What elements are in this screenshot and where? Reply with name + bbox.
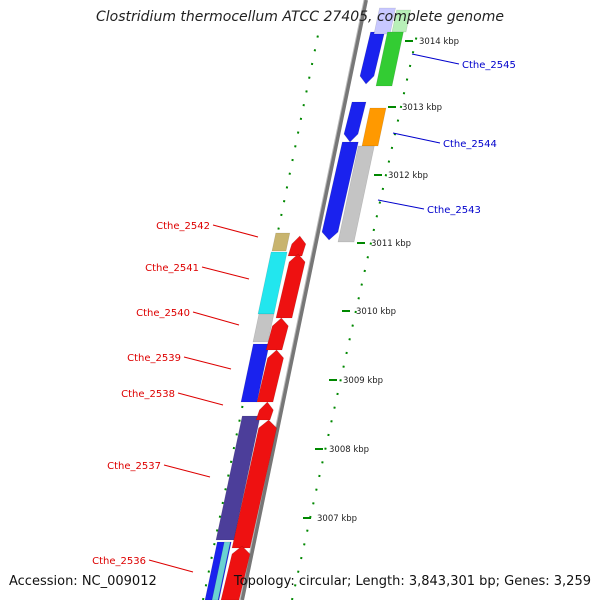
gene-label-left[interactable]: Cthe_2541 (145, 263, 199, 274)
gene-label-left[interactable]: Cthe_2542 (156, 221, 210, 232)
gene-label-layer: Cthe_2542 Cthe_2541 Cthe_2540 Cthe_2539 Cthe… (92, 53, 516, 573)
gene-label-left[interactable]: Cthe_2539 (127, 353, 181, 364)
kbp-tick-label: 3012 kbp (388, 171, 428, 181)
feature-2539-b[interactable] (256, 349, 284, 403)
gene-label-leader (192, 311, 240, 326)
genome-backbone-highlight (239, 0, 365, 601)
gene-label-leader (377, 199, 425, 210)
gene-label-leader (392, 132, 441, 144)
gene-label-right[interactable]: Cthe_2543 (427, 205, 481, 216)
gene-label-left[interactable]: Cthe_2538 (121, 389, 175, 400)
gene-label-leader (411, 53, 460, 65)
kbp-tick-label: 3007 kbp (317, 514, 357, 524)
feature-layer (204, 7, 412, 601)
genome-summary-text: Topology: circular; Length: 3,843,301 bp… (233, 574, 591, 589)
feature-2541-a[interactable] (257, 251, 288, 315)
map-title: Clostridium thermocellum ATCC 27405, com… (96, 9, 504, 25)
gene-label-leader (148, 559, 194, 573)
feature-2545-c[interactable] (391, 9, 412, 33)
kbp-tick-layer: 3014 kbp 3013 kbp 3012 kbp 3011 kbp 3010 kbp… (303, 37, 459, 524)
feature-2545-d[interactable] (375, 31, 404, 87)
kbp-tick-label: 3011 kbp (371, 239, 411, 249)
gene-label-left[interactable]: Cthe_2540 (136, 308, 190, 319)
kbp-tick-label: 3008 kbp (329, 445, 369, 455)
feature-2543-b[interactable] (337, 145, 375, 243)
feature-2542-b[interactable] (287, 235, 307, 257)
kbp-tick-label: 3010 kbp (356, 307, 396, 317)
feature-2540-b[interactable] (265, 317, 289, 351)
feature-2541-b[interactable] (275, 253, 306, 319)
kbp-tick-label: 3014 kbp (419, 37, 459, 47)
gene-label-right[interactable]: Cthe_2544 (443, 139, 497, 150)
gene-label-leader (163, 464, 211, 478)
gene-label-left[interactable]: Cthe_2537 (107, 461, 161, 472)
gene-label-leader (201, 266, 250, 280)
genome-backbone (240, 0, 368, 601)
feature-2538-b[interactable] (255, 401, 274, 421)
accession-text: Accession: NC_009012 (9, 574, 157, 589)
gene-label-leader (177, 392, 224, 406)
gene-label-leader (212, 224, 259, 238)
feature-2540-a[interactable] (252, 313, 275, 343)
kbp-tick-label: 3013 kbp (402, 103, 442, 113)
gene-label-leader (183, 356, 232, 370)
feature-2544-b[interactable] (361, 107, 387, 147)
feature-2542-a[interactable] (271, 232, 291, 252)
feature-2543-a[interactable] (321, 141, 359, 241)
gene-label-left[interactable]: Cthe_2536 (92, 556, 146, 567)
gene-label-right[interactable]: Cthe_2545 (462, 60, 516, 71)
kbp-tick-label: 3009 kbp (343, 376, 383, 386)
feature-2544-a[interactable] (343, 101, 367, 143)
